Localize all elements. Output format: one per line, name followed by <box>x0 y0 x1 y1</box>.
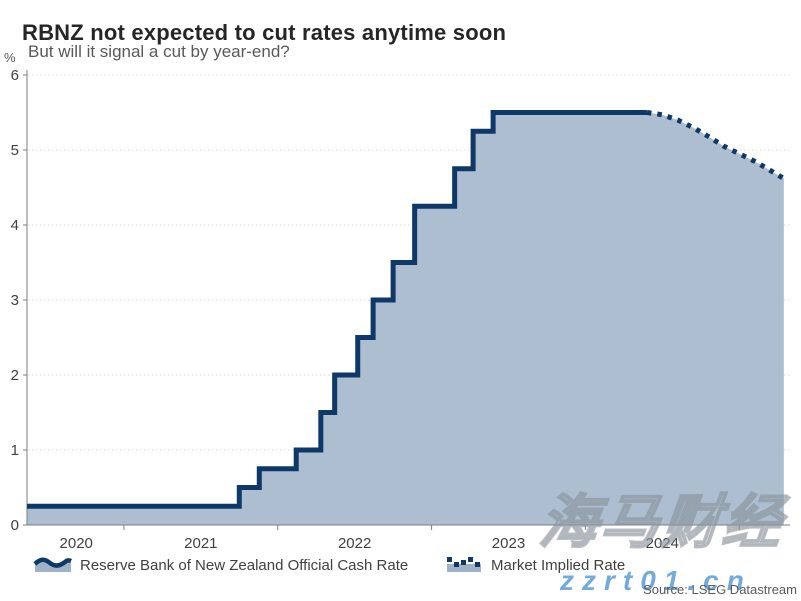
y-tick-label: 4 <box>11 217 19 234</box>
x-tick-label: 2021 <box>184 535 217 552</box>
legend-label-market-implied: Market Implied Rate <box>491 556 626 574</box>
source-note: Source: LSEG Datastream <box>643 582 797 597</box>
page-title: RBNZ not expected to cut rates anytime s… <box>22 19 507 45</box>
ocr-area-fill <box>27 112 784 525</box>
y-axis-unit-label: % <box>4 50 16 65</box>
watermark-cjk-text: 海马财经 <box>536 489 789 556</box>
watermark-site-text: zzrt01.cn <box>560 565 752 596</box>
y-tick-label: 0 <box>11 517 19 534</box>
legend-label-official-cash-rate: Reserve Bank of New Zealand Official Cas… <box>80 556 409 574</box>
solid-area-legend-icon <box>33 557 73 572</box>
official-cash-rate-line <box>27 110 647 509</box>
x-tick-label: 2023 <box>492 535 525 552</box>
y-tick-label: 2 <box>11 367 19 384</box>
x-tick-label: 2022 <box>338 535 371 552</box>
legend-item-market-implied: Market Implied Rate <box>446 555 625 575</box>
x-tick-label: 2024 <box>646 535 679 552</box>
y-tick-label: 5 <box>11 142 19 159</box>
x-tick-label: 2020 <box>60 535 93 552</box>
market-implied-rate-line <box>646 110 786 181</box>
legend-item-official-cash-rate: Reserve Bank of New Zealand Official Cas… <box>33 555 408 575</box>
y-tick-label: 3 <box>11 292 19 309</box>
dotted-line-legend-icon <box>447 557 481 572</box>
y-tick-label: 6 <box>11 67 19 84</box>
chart-subtitle: But will it signal a cut by year-end? <box>28 42 290 61</box>
y-tick-label: 1 <box>11 442 19 459</box>
